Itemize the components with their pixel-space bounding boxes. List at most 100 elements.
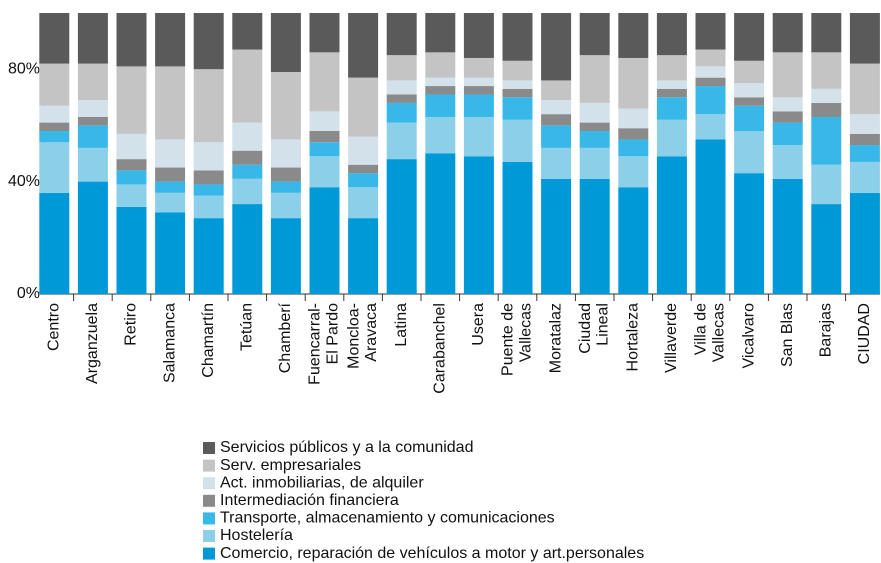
bar-segment bbox=[541, 125, 572, 148]
x-tick-label: CiudadLineal bbox=[577, 303, 612, 354]
bar-segment bbox=[155, 66, 186, 140]
bar-segment bbox=[734, 60, 765, 84]
bar-segment bbox=[502, 161, 533, 294]
bar-segment bbox=[155, 139, 186, 168]
bar-segment bbox=[734, 105, 765, 132]
bar-segment bbox=[656, 88, 687, 98]
x-tick-label: Chamartín bbox=[200, 303, 217, 378]
bar-segment bbox=[270, 167, 301, 182]
bar-segment bbox=[77, 13, 108, 64]
bar-segment bbox=[193, 170, 224, 185]
bar-segment bbox=[309, 187, 340, 294]
bar-segment bbox=[116, 170, 147, 185]
bar-segment bbox=[579, 122, 610, 132]
bar-segment bbox=[849, 133, 880, 146]
bar-segment bbox=[811, 116, 842, 165]
x-tick-label: Centro bbox=[46, 303, 63, 351]
legend-label: Servicios públicos y a la comunidad bbox=[220, 439, 473, 456]
bar-segment bbox=[348, 77, 379, 137]
bar-segment bbox=[116, 184, 147, 207]
bar-segment bbox=[772, 122, 803, 146]
bar-segment bbox=[618, 57, 649, 109]
x-tick-label: Moratalaz bbox=[547, 303, 564, 373]
bar-segment bbox=[463, 116, 494, 157]
bar-segment bbox=[463, 86, 494, 95]
bar-segment bbox=[77, 181, 108, 294]
bar-segment bbox=[849, 161, 880, 193]
bar-segment bbox=[348, 136, 379, 165]
bar-segment bbox=[811, 164, 842, 205]
bar-segment bbox=[463, 156, 494, 294]
bar-segment bbox=[425, 153, 456, 294]
bar-segment bbox=[386, 159, 417, 294]
bar-segment bbox=[772, 145, 803, 179]
bar-segment bbox=[116, 206, 147, 294]
x-tick-label: Villa deVallecas bbox=[693, 303, 728, 362]
bar-segment bbox=[579, 147, 610, 179]
bar-segment bbox=[232, 204, 263, 294]
bar-segment bbox=[734, 97, 765, 106]
bar-segment bbox=[232, 13, 263, 50]
bar-segment bbox=[270, 139, 301, 168]
bar-segment bbox=[309, 156, 340, 188]
bar-segment bbox=[695, 114, 726, 140]
bar-segment bbox=[193, 195, 224, 219]
bar-segment bbox=[232, 150, 263, 165]
bar-segment bbox=[618, 108, 649, 129]
x-tick-label: Villaverde bbox=[663, 303, 680, 373]
bar-segment bbox=[348, 164, 379, 174]
bar-segment bbox=[116, 66, 147, 134]
bar-segment bbox=[579, 178, 610, 294]
bar-segment bbox=[348, 13, 379, 78]
y-tick-label: 80% bbox=[8, 60, 40, 77]
bar-segment bbox=[386, 94, 417, 103]
bar-segment bbox=[309, 131, 340, 143]
bar-segment bbox=[193, 142, 224, 171]
bar-segment bbox=[849, 145, 880, 162]
bar-segment bbox=[618, 187, 649, 294]
legend-label: Comercio, reparación de vehículos a moto… bbox=[220, 545, 644, 562]
bar-segment bbox=[39, 131, 70, 143]
legend-label: Transporte, almacenamiento y comunicacio… bbox=[220, 510, 555, 527]
x-tick-label: Usera bbox=[470, 303, 487, 346]
y-tick-label: 0% bbox=[17, 285, 40, 302]
bar-segment bbox=[849, 192, 880, 294]
bar-segment bbox=[77, 116, 108, 126]
bar-segment bbox=[270, 72, 301, 140]
bar-segment bbox=[541, 178, 572, 294]
bar-segment bbox=[193, 13, 224, 70]
bar-segment bbox=[39, 63, 70, 106]
bar-segment bbox=[386, 102, 417, 123]
bar-segment bbox=[270, 192, 301, 219]
bar-segment bbox=[772, 178, 803, 294]
bar-segment bbox=[695, 86, 726, 115]
bar-segment bbox=[656, 119, 687, 157]
bar-segment bbox=[772, 52, 803, 98]
x-tick-label: Arganzuela bbox=[84, 303, 101, 384]
bar-segment bbox=[618, 139, 649, 157]
bar-segment bbox=[541, 80, 572, 101]
bar-segment bbox=[502, 80, 533, 89]
bar-segment bbox=[348, 187, 379, 219]
bar-segment bbox=[270, 181, 301, 193]
bar-segment bbox=[463, 77, 494, 87]
bar-segment bbox=[155, 167, 186, 182]
x-tick-label: Latina bbox=[393, 303, 410, 347]
bar-segment bbox=[541, 13, 572, 81]
bar-segment bbox=[309, 142, 340, 157]
bar-segment bbox=[541, 114, 572, 126]
bar-segment bbox=[579, 55, 610, 103]
bar-segment bbox=[39, 105, 70, 123]
bar-segment bbox=[772, 13, 803, 53]
bar-segment bbox=[425, 94, 456, 117]
bar-segment bbox=[193, 69, 224, 143]
bar-segment bbox=[734, 173, 765, 294]
bar-segment bbox=[425, 77, 456, 87]
bar-segment bbox=[695, 66, 726, 78]
bar-segment bbox=[772, 97, 803, 112]
bar-segment bbox=[541, 147, 572, 179]
bar-segment bbox=[39, 13, 70, 64]
legend-label: Serv. empresariales bbox=[220, 457, 361, 474]
legend-label: Intermediación financiera bbox=[220, 492, 399, 509]
